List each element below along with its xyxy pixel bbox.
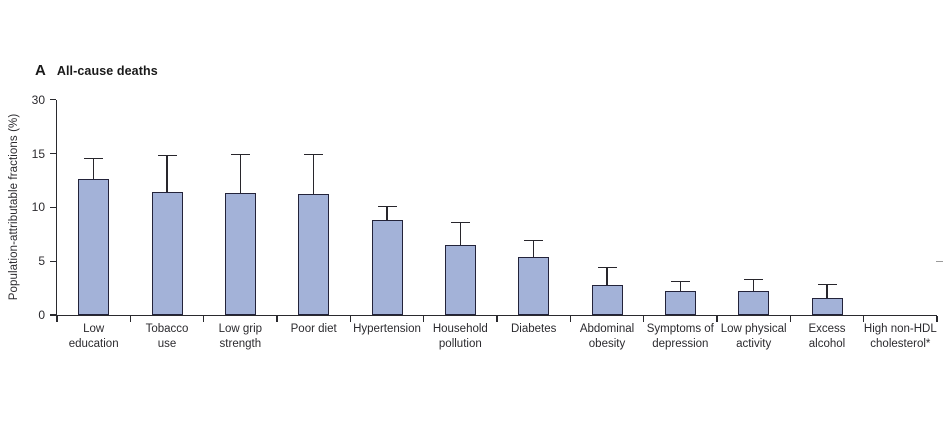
y-axis-line bbox=[55, 99, 57, 317]
bar bbox=[518, 256, 550, 315]
category-label: Household pollution bbox=[415, 322, 505, 353]
x-tick bbox=[716, 316, 718, 322]
category-label-line: activity bbox=[736, 338, 772, 350]
error-bar-stem bbox=[93, 158, 95, 180]
error-bar-cap bbox=[84, 158, 104, 160]
y-tick bbox=[49, 260, 56, 262]
category-label-line: High non-HDL bbox=[863, 322, 937, 335]
category-label-line: Abdominal bbox=[579, 322, 635, 335]
error-bar-stem bbox=[239, 154, 241, 194]
category-label-line: Tobacco bbox=[145, 322, 189, 335]
category-label-line: Symptoms of bbox=[646, 322, 714, 335]
y-tick-label: 5 bbox=[38, 254, 45, 269]
bar bbox=[371, 220, 403, 315]
error-bar-stem bbox=[459, 222, 461, 246]
error-bar-cap bbox=[450, 221, 470, 223]
category-label-line: cholesterol* bbox=[870, 338, 931, 350]
category-label: Diabetes bbox=[489, 322, 579, 338]
error-bar-stem bbox=[826, 284, 828, 298]
x-tick bbox=[936, 316, 938, 322]
bar bbox=[591, 284, 623, 315]
y-tick bbox=[49, 98, 56, 101]
x-tick bbox=[643, 316, 645, 322]
x-tick bbox=[276, 316, 278, 322]
y-tick-label: 0 bbox=[38, 308, 45, 322]
category-label: Low grip strength bbox=[195, 322, 285, 353]
error-bar-cap bbox=[744, 278, 764, 281]
error-bar-cap bbox=[817, 284, 837, 286]
error-bar-stem bbox=[313, 154, 315, 195]
y-tick-label: 10 bbox=[31, 200, 45, 215]
x-tick bbox=[789, 316, 791, 322]
category-label-line: depression bbox=[652, 338, 709, 350]
x-tick bbox=[496, 316, 498, 322]
category-label-line: alcohol bbox=[808, 338, 846, 350]
bar bbox=[224, 193, 256, 315]
category-label: Tobacco use bbox=[122, 322, 212, 353]
category-label-line: Low grip bbox=[218, 322, 263, 335]
error-bar-stem bbox=[166, 155, 168, 193]
bar bbox=[738, 291, 770, 315]
category-label-line: Diabetes bbox=[510, 322, 557, 335]
error-bar-cap bbox=[524, 240, 544, 242]
category-label: Excess alcohol bbox=[782, 322, 872, 353]
bar bbox=[664, 291, 696, 315]
error-bar-stem bbox=[679, 281, 681, 292]
y-tick bbox=[49, 152, 56, 155]
bar bbox=[811, 297, 843, 315]
y-tick-label: 15 bbox=[31, 146, 45, 161]
right-edge-cropped-artifact bbox=[936, 261, 943, 263]
error-bar-stem bbox=[606, 267, 608, 285]
error-bar-cap bbox=[377, 205, 397, 207]
category-label-line: pollution bbox=[438, 338, 482, 350]
x-tick bbox=[349, 316, 351, 322]
category-label-line: education bbox=[68, 338, 119, 350]
bar bbox=[298, 194, 330, 315]
bar bbox=[78, 179, 110, 315]
category-label-line: Hypertension bbox=[353, 322, 421, 335]
error-bar-stem bbox=[753, 279, 755, 292]
y-tick bbox=[49, 206, 56, 208]
x-tick bbox=[863, 316, 865, 322]
x-tick bbox=[423, 316, 425, 322]
y-tick-label: 30 bbox=[31, 92, 45, 107]
category-label: Low physical activity bbox=[709, 322, 799, 353]
chart-title: All-cause deaths bbox=[56, 64, 158, 78]
x-tick bbox=[56, 316, 58, 322]
category-label-line: Excess bbox=[808, 322, 846, 335]
error-bar-stem bbox=[386, 206, 388, 221]
category-label: High non-HDL cholesterol* bbox=[855, 322, 943, 353]
category-label-line: Low physical bbox=[720, 322, 787, 335]
category-label-line: Household bbox=[432, 322, 488, 335]
x-tick bbox=[129, 316, 131, 322]
category-label: Hypertension bbox=[342, 322, 432, 338]
error-bar-cap bbox=[597, 267, 617, 269]
bar bbox=[151, 192, 183, 315]
category-label: Symptoms of depression bbox=[635, 322, 725, 353]
category-label: Poor diet bbox=[269, 322, 359, 338]
panel-letter: A bbox=[35, 62, 46, 79]
x-axis-line bbox=[55, 315, 937, 317]
category-label-line: use bbox=[157, 338, 177, 350]
category-label-line: strength bbox=[219, 338, 262, 350]
x-tick bbox=[203, 316, 205, 322]
category-label: Low education bbox=[49, 322, 139, 353]
panel-title: A All-cause deaths bbox=[35, 62, 158, 79]
bar bbox=[444, 245, 476, 315]
category-label-line: Poor diet bbox=[290, 322, 337, 335]
category-label-line: obesity bbox=[588, 338, 626, 350]
error-bar-cap bbox=[304, 153, 324, 156]
error-bar-cap bbox=[230, 153, 250, 156]
error-bar-cap bbox=[670, 281, 690, 283]
x-tick bbox=[569, 316, 571, 322]
y-tick bbox=[49, 314, 56, 316]
error-bar-cap bbox=[157, 155, 177, 157]
error-bar-stem bbox=[533, 240, 535, 257]
category-label: Abdominal obesity bbox=[562, 322, 652, 353]
category-label-line: Low bbox=[83, 322, 105, 335]
